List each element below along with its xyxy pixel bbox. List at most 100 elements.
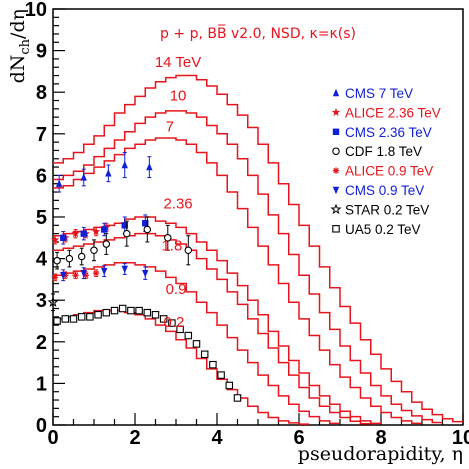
data-point <box>80 173 87 181</box>
data-point <box>62 272 69 279</box>
model-curve <box>53 74 463 423</box>
x-tick-label: 0 <box>47 427 58 449</box>
data-point <box>91 227 101 236</box>
data-point <box>47 296 59 307</box>
data-point <box>105 169 112 177</box>
y-axis-title-tail: /dη <box>7 9 29 39</box>
curve-label: 7 <box>166 119 174 136</box>
curve-label: 2.36 <box>163 196 192 213</box>
legend-marker <box>332 128 340 135</box>
y-tick-label: 0 <box>36 415 47 437</box>
data-point <box>135 306 143 315</box>
data-point <box>142 269 149 278</box>
data-point <box>92 269 100 277</box>
data-point <box>200 350 209 359</box>
y-tick-label: 5 <box>36 207 47 229</box>
y-axis-title: dNch/dη <box>7 9 33 83</box>
data-point <box>65 254 74 263</box>
y-tick-label: 6 <box>36 165 47 187</box>
data-point <box>121 265 128 274</box>
data-point <box>110 306 119 315</box>
x-tick-label: 2 <box>129 427 140 449</box>
axis-ticks: 0 2 4 6 8 10 0 1 2 3 4 5 6 7 8 9 10 <box>25 0 469 449</box>
data-point <box>121 160 128 169</box>
legend-marker <box>332 88 340 97</box>
legend-label: STAR 0.2 TeV <box>345 202 429 217</box>
data-point <box>164 234 172 242</box>
y-tick-label: 3 <box>36 290 47 312</box>
legend-label: CDF 1.8 TeV <box>345 144 422 159</box>
data-point <box>209 360 217 369</box>
data-point <box>77 313 86 321</box>
data-point <box>55 179 63 187</box>
data-point <box>127 306 135 315</box>
data-point <box>121 222 128 229</box>
data-point <box>118 304 127 313</box>
y-axis-title-main: dN <box>7 55 29 84</box>
y-tick-label: 2 <box>36 332 47 354</box>
data-point <box>51 274 59 281</box>
legend-marker <box>332 167 340 174</box>
legend-label: ALICE 2.36 TeV <box>345 105 441 120</box>
y-tick-label: 1 <box>36 373 47 395</box>
curve-label: 0.2 <box>164 314 185 331</box>
legend: CMS 7 TeV ALICE 2.36 TeV CMS 2.36 TeV CDF 1… <box>330 86 441 237</box>
legend-label: CMS 2.36 TeV <box>345 125 432 140</box>
data-point <box>143 225 152 234</box>
data-point <box>94 311 102 319</box>
data-point <box>101 267 108 276</box>
data-point <box>61 315 70 323</box>
data-point <box>142 220 149 227</box>
legend-marker <box>330 203 342 215</box>
data-point <box>217 371 225 379</box>
model-curve <box>53 232 371 425</box>
model-curves <box>53 74 463 425</box>
y-tick-label: 4 <box>36 249 48 271</box>
data-point <box>233 394 242 402</box>
data-point <box>71 229 80 238</box>
x-tick-label: 4 <box>211 427 223 449</box>
legend-label: CMS 7 TeV <box>345 86 413 101</box>
data-point <box>60 272 67 280</box>
x-tick-label: 10 <box>452 427 469 449</box>
data-point <box>90 246 98 255</box>
data-point <box>159 315 168 323</box>
data-point <box>184 246 193 255</box>
data-points <box>47 152 242 402</box>
data-point <box>151 311 160 319</box>
y-tick-label: 7 <box>36 124 47 146</box>
curve-label: 1.8 <box>161 237 182 254</box>
curve-label: 10 <box>170 88 187 105</box>
data-point <box>53 256 61 265</box>
legend-marker <box>332 225 340 233</box>
data-point <box>53 317 61 325</box>
legend-marker <box>332 147 340 155</box>
legend-label: ALICE 0.9 TeV <box>345 164 433 179</box>
data-point <box>72 272 79 279</box>
data-point <box>192 340 201 348</box>
data-point <box>101 226 108 233</box>
data-point <box>82 272 89 279</box>
data-point <box>168 319 176 327</box>
y-tick-label: 10 <box>25 0 47 21</box>
data-point <box>80 269 87 278</box>
legend-marker <box>332 186 340 195</box>
data-point <box>225 381 234 390</box>
x-tick-label: 6 <box>293 427 304 449</box>
data-point <box>50 235 60 244</box>
data-point <box>60 234 67 241</box>
legend-label: CMS 0.9 TeV <box>345 183 424 198</box>
data-point <box>102 308 111 317</box>
data-point <box>123 229 131 238</box>
y-axis-title-sub: ch <box>18 38 33 54</box>
data-point <box>69 315 78 323</box>
data-point <box>86 313 94 321</box>
curve-label: 0.9 <box>166 281 187 298</box>
y-tick-label: 9 <box>36 41 47 63</box>
legend-marker <box>331 108 341 116</box>
y-tick-label: 8 <box>36 82 47 104</box>
data-point <box>184 331 193 340</box>
data-point <box>176 325 184 334</box>
data-point <box>80 230 87 237</box>
